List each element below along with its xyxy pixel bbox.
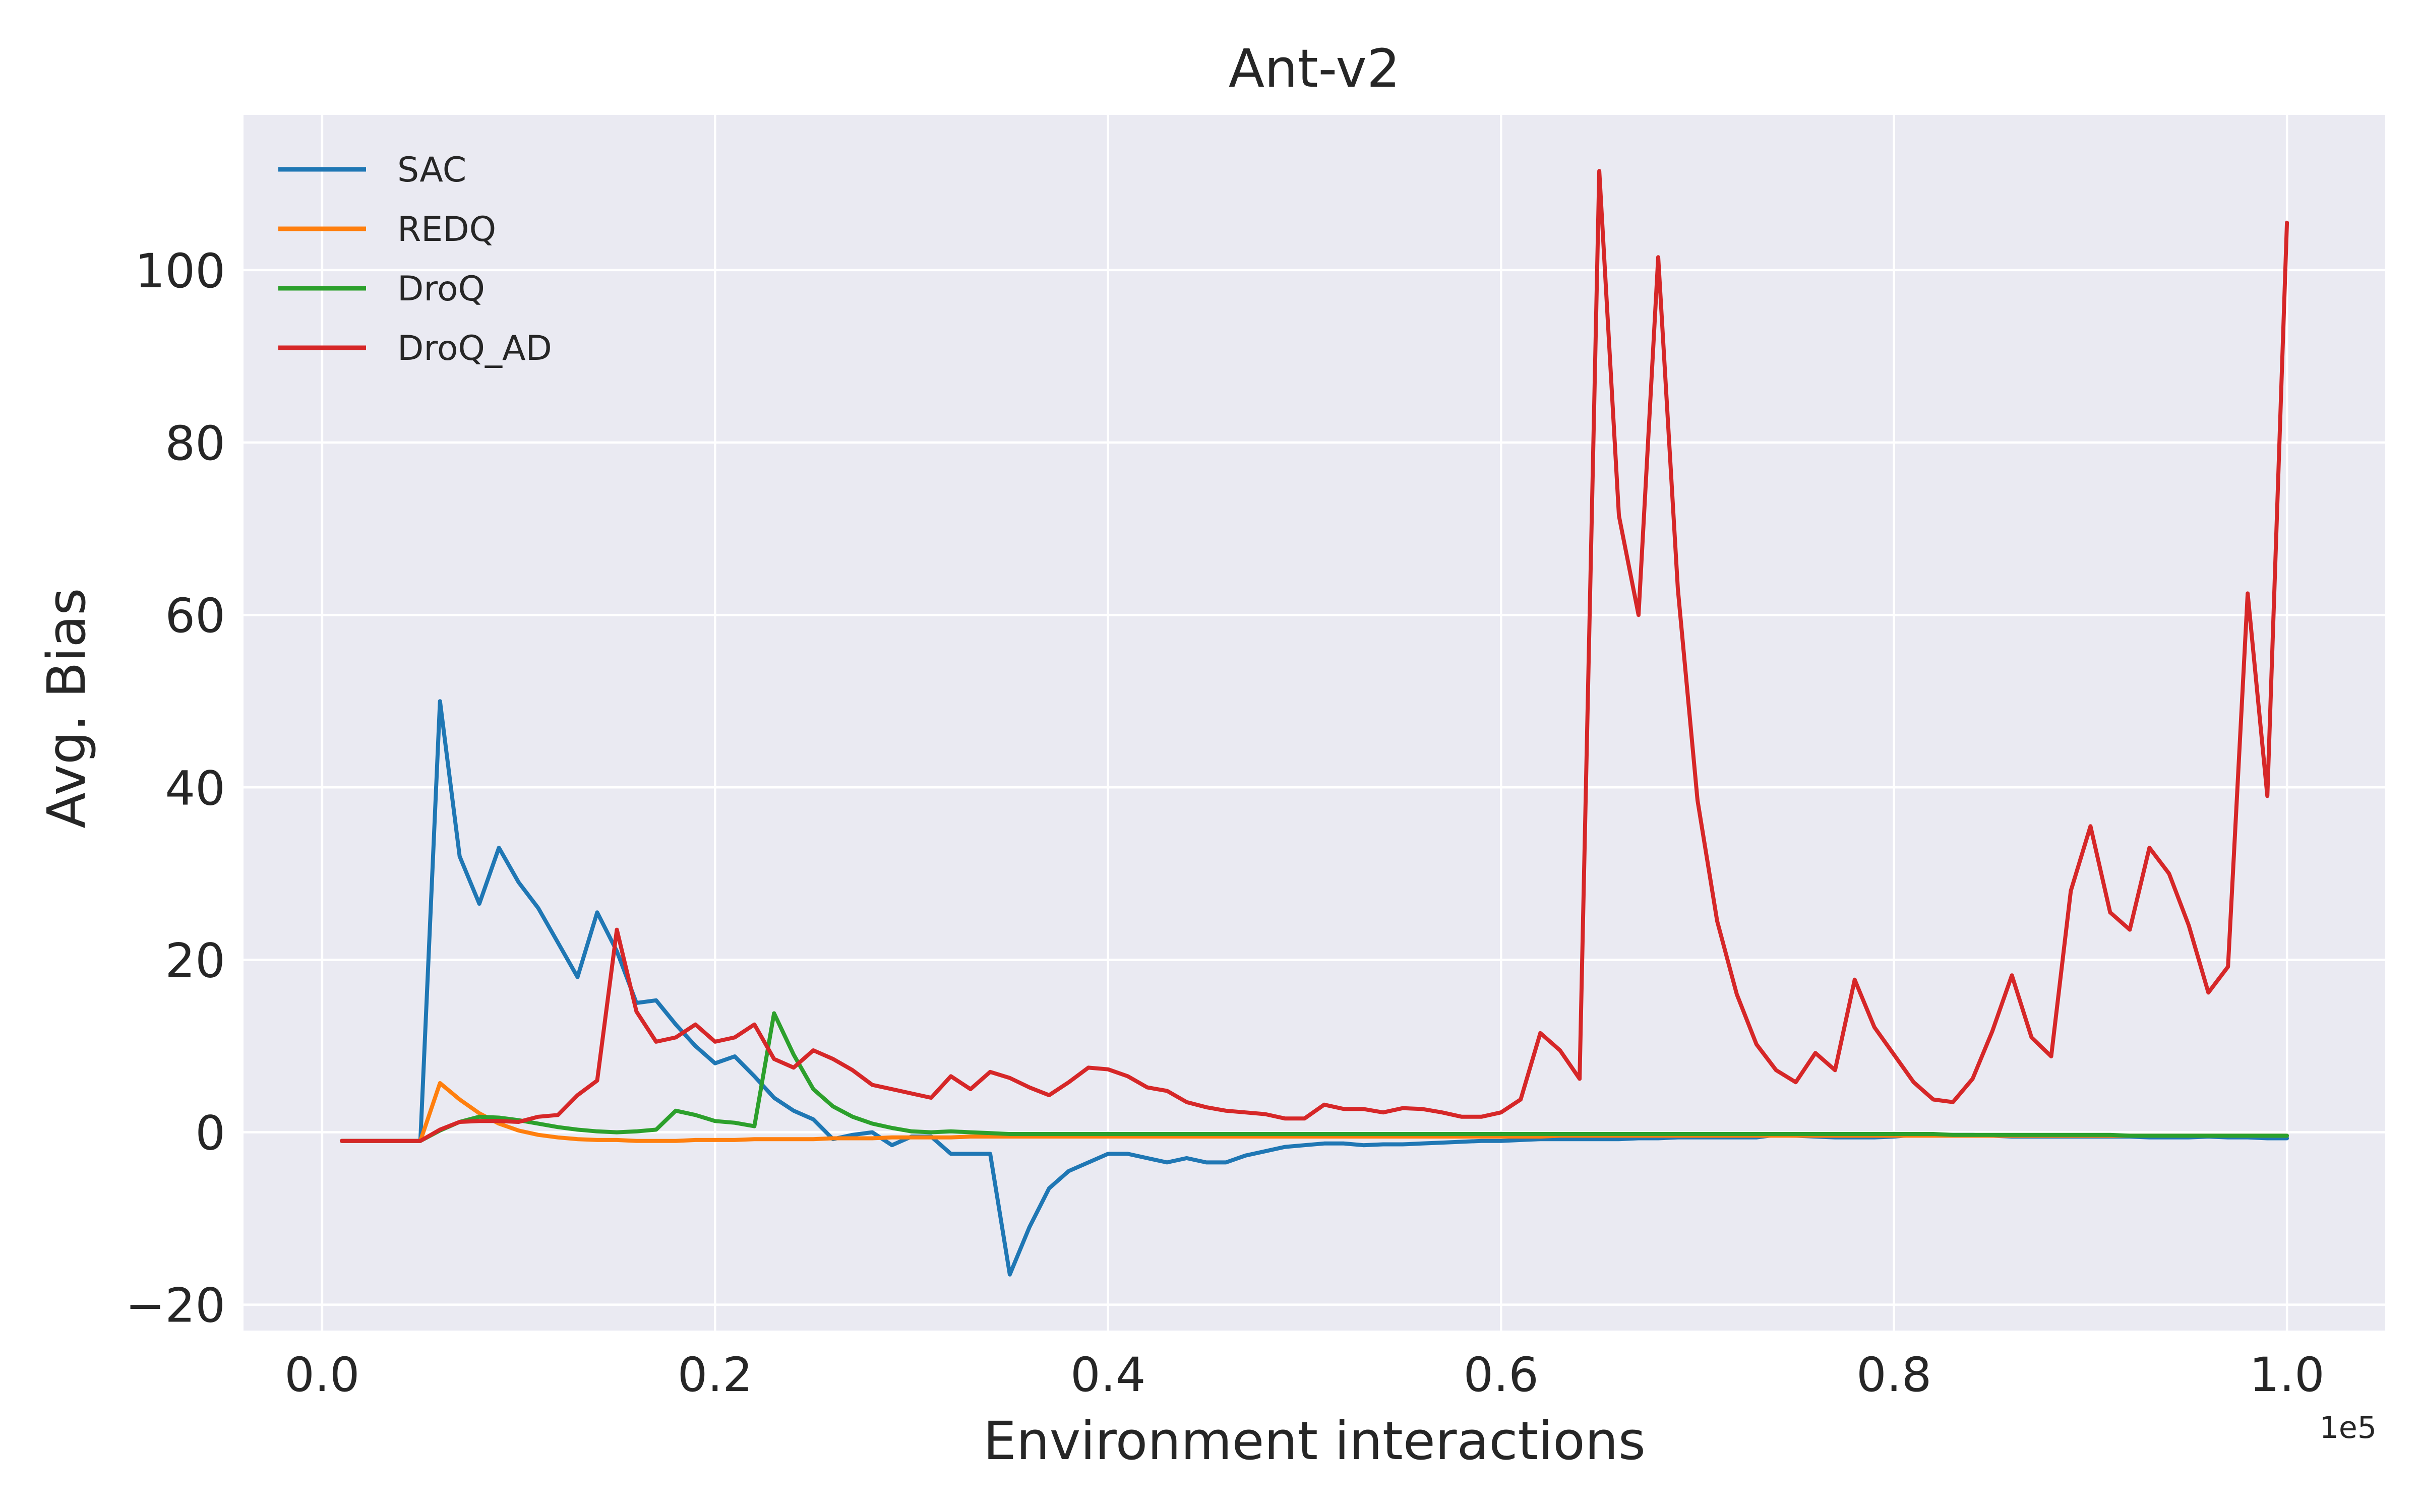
plot-area — [244, 115, 2385, 1331]
x-tick-label: 0.6 — [1463, 1348, 1539, 1403]
y-tick-label: 40 — [165, 761, 225, 816]
y-axis-label: Avg. Bias — [36, 588, 97, 829]
legend-label-sac: SAC — [397, 150, 466, 190]
x-tick-label: 1.0 — [2249, 1348, 2325, 1403]
series-lines — [339, 169, 2289, 1277]
x-gridlines — [321, 115, 2288, 1331]
y-tick-label: 100 — [135, 244, 225, 299]
x-tick-label: 0.0 — [284, 1348, 360, 1403]
x-tick-label: 0.8 — [1856, 1348, 1932, 1403]
x-tick-labels: 0.0 0.2 0.4 0.6 0.8 1.0 — [284, 1348, 2325, 1403]
series-line-droq — [339, 1011, 2289, 1143]
legend-label-redq: REDQ — [397, 210, 496, 249]
y-tick-label: 0 — [195, 1106, 225, 1161]
x-tick-label: 0.2 — [678, 1348, 753, 1403]
y-tick-label: 20 — [165, 933, 225, 988]
chart-title: Ant-v2 — [1229, 38, 1400, 99]
series-line-droq-ad — [339, 169, 2289, 1143]
legend: SAC REDQ DroQ DroQ_AD — [278, 150, 552, 368]
y-tick-label: −20 — [126, 1279, 225, 1334]
y-tick-label: 80 — [165, 416, 225, 471]
y-gridlines — [244, 269, 2385, 1306]
y-tick-labels: −20 0 20 40 60 80 100 — [126, 244, 225, 1334]
x-offset-label: 1e5 — [2320, 1410, 2377, 1445]
y-tick-label: 60 — [165, 589, 225, 644]
legend-label-droq: DroQ — [397, 269, 485, 309]
legend-label-droq-ad: DroQ_AD — [397, 329, 552, 368]
x-axis-label: Environment interactions — [983, 1410, 1646, 1472]
x-tick-label: 0.4 — [1070, 1348, 1146, 1403]
